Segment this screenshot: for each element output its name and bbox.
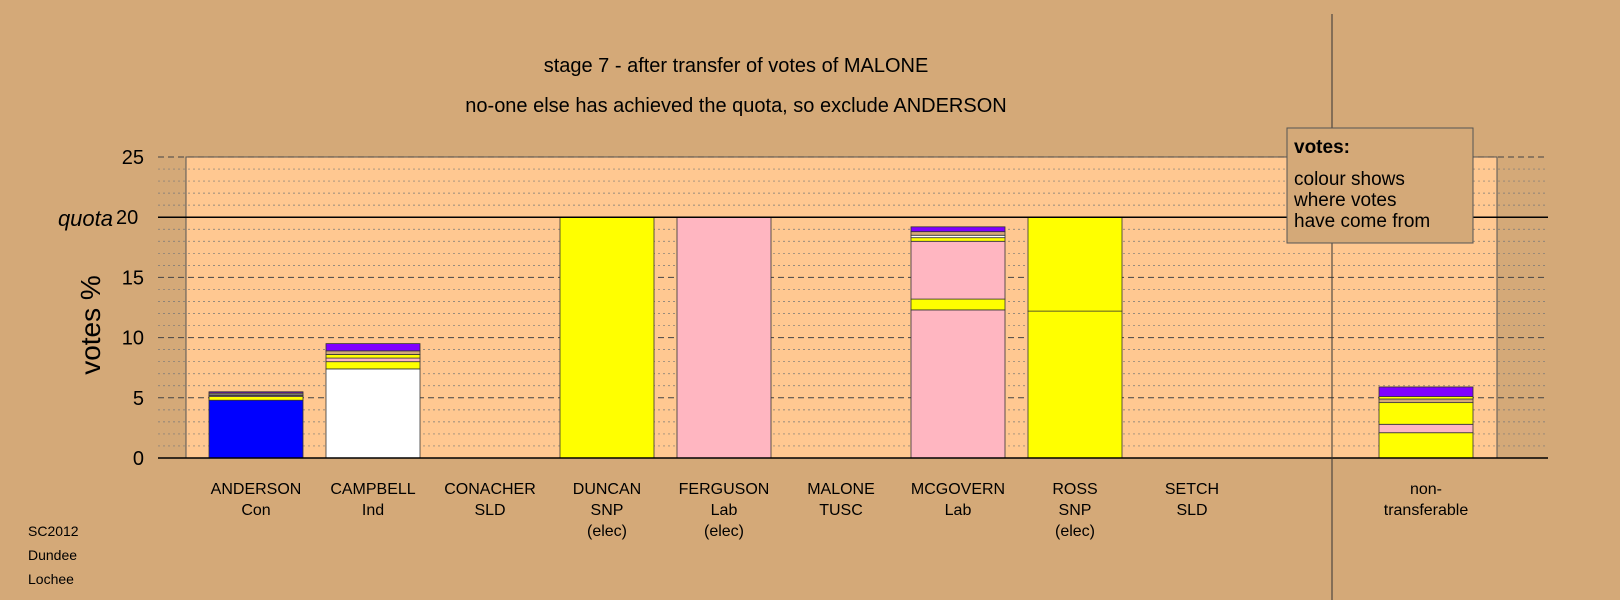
bar-segment [208,399,304,459]
bar-segment [1378,432,1474,459]
bar-segment [1378,402,1474,425]
legend-box [1286,127,1474,244]
footer-line: Lochee [28,571,74,587]
bar-stack [208,391,304,459]
category-party: Lab [945,502,972,519]
bars [208,216,1474,459]
bar-stack [1378,386,1474,459]
bar-segment [325,343,421,352]
bar-stack [325,343,421,459]
category-party: SLD [1176,502,1207,519]
bar-segment [676,216,772,459]
chart-title: stage 7 - after transfer of votes of MAL… [544,55,929,77]
bar-stack [1027,216,1123,459]
quota-label: quota [58,206,113,231]
category-name: SETCH [1165,481,1219,498]
bar-segment [910,298,1006,311]
bar-segment [325,357,421,363]
y-tick-label: 0 [133,448,144,470]
bar-segment [1378,386,1474,397]
category-party: SNP [591,502,624,519]
bar-segment [325,350,421,355]
bar-stack [559,216,655,459]
bar-stack [910,226,1006,459]
bar-segment [325,354,421,359]
legend-line: where votes [1293,190,1396,211]
category-name: non- [1410,481,1442,498]
category-party: SNP [1059,502,1092,519]
category-party: Ind [362,502,384,519]
bar-segment [208,396,304,401]
category-name: MALONE [807,481,875,498]
bar-segment [910,309,1006,459]
category-name: CAMPBELL [330,481,415,498]
chart-subtitle: no-one else has achieved the quota, so e… [465,95,1006,117]
bar-segment [1378,398,1474,404]
bar-segment [325,361,421,370]
y-tick-label: 5 [133,388,144,410]
y-tick-label: 10 [122,328,144,350]
category-party: transferable [1384,502,1469,519]
category-name: ROSS [1052,481,1097,498]
legend-line: have come from [1294,211,1430,232]
category-note: (elec) [587,523,627,540]
footer-line: SC2012 [28,523,79,539]
legend-line: colour shows [1294,169,1405,190]
y-tick-label: 25 [122,147,144,169]
category-party: Lab [711,502,738,519]
category-name: ANDERSON [211,481,302,498]
legend: votes: colour shows where votes have com… [1286,127,1474,244]
category-name: CONACHER [444,481,536,498]
bar-segment [1027,310,1123,459]
category-note: (elec) [1055,523,1095,540]
category-party: TUSC [819,502,863,519]
bar-segment [910,226,1006,233]
category-party: Con [241,502,270,519]
bar-segment [559,216,655,459]
footer-line: Dundee [28,547,77,563]
category-name: DUNCAN [573,481,641,498]
category-party: SLD [474,502,505,519]
y-axis-label: votes % [75,275,106,375]
y-ticks: 0 5 10 15 20 25 [116,147,144,470]
footer: SC2012 Dundee Lochee [28,523,79,587]
legend-title: votes: [1294,137,1350,158]
category-labels: ANDERSON Con CAMPBELL Ind CONACHER SLD DUNCAN S… [211,481,1469,540]
y-tick-label: 20 [116,207,138,229]
category-name: MCGOVERN [911,481,1005,498]
bar-stack [676,216,772,459]
bar-segment [208,391,304,394]
bar-segment [325,368,421,459]
category-note: (elec) [704,523,744,540]
bar-segment [910,231,1006,236]
y-tick-label: 15 [122,267,144,289]
bar-segment [1378,423,1474,434]
bar-segment [910,237,1006,242]
bar-segment [910,240,1006,300]
bar-segment [1027,216,1123,312]
category-name: FERGUSON [679,481,770,498]
